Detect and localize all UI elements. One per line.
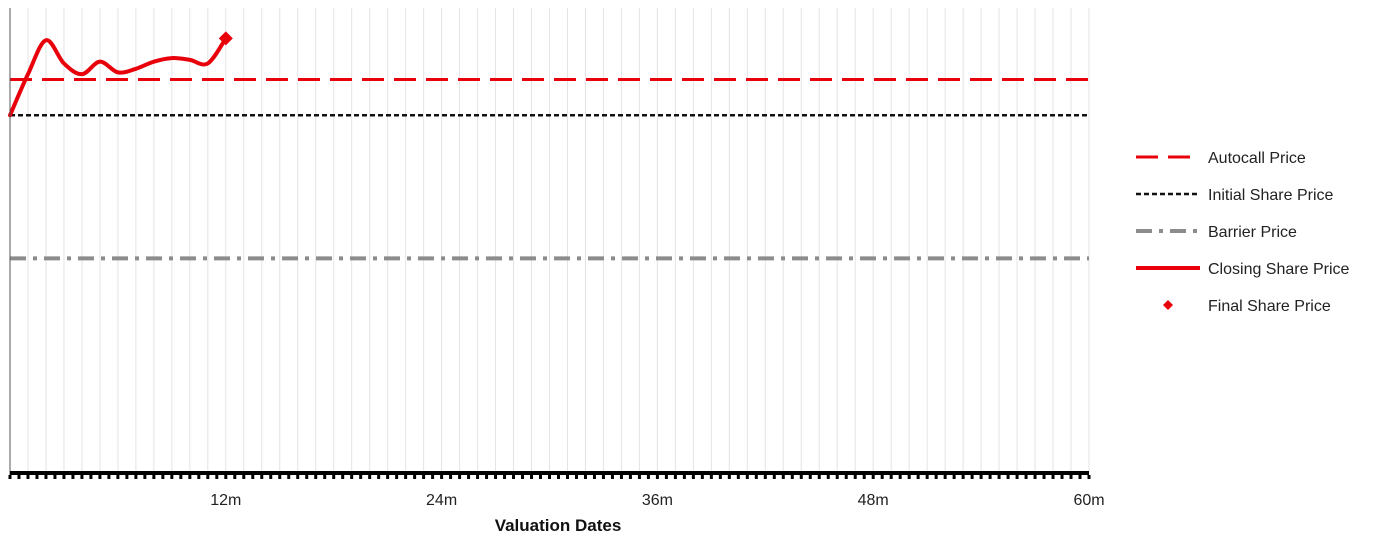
closing-share-price-line: [8, 36, 228, 118]
legend-label-autocall-price: Autocall Price: [1208, 150, 1306, 167]
legend-label-initial-share-price: Initial Share Price: [1208, 187, 1333, 204]
legend-label-final-share-price: Final Share Price: [1208, 298, 1331, 315]
x-tick-labels: 12m 24m 36m 48m 60m: [210, 492, 1104, 509]
series-lines: [8, 36, 228, 118]
x-tick-label: 12m: [210, 492, 241, 509]
legend: Autocall Price Initial Share Price Barrier…: [1136, 150, 1350, 315]
axes: [8, 8, 1091, 479]
x-tick-label: 60m: [1073, 492, 1104, 509]
final-share-price-marker: [218, 31, 233, 46]
legend-label-closing-share-price: Closing Share Price: [1208, 261, 1350, 278]
legend-label-barrier-price: Barrier Price: [1208, 224, 1297, 241]
legend-swatch-final-share-price: [1163, 300, 1173, 310]
reference-lines: [10, 78, 1089, 261]
x-tick-label: 24m: [426, 492, 457, 509]
x-tick-label: 48m: [858, 492, 889, 509]
x-tick-label: 36m: [642, 492, 673, 509]
x-axis-title: Valuation Dates: [495, 516, 622, 535]
grid-lines: [27, 8, 1090, 473]
series-markers: [218, 31, 233, 46]
